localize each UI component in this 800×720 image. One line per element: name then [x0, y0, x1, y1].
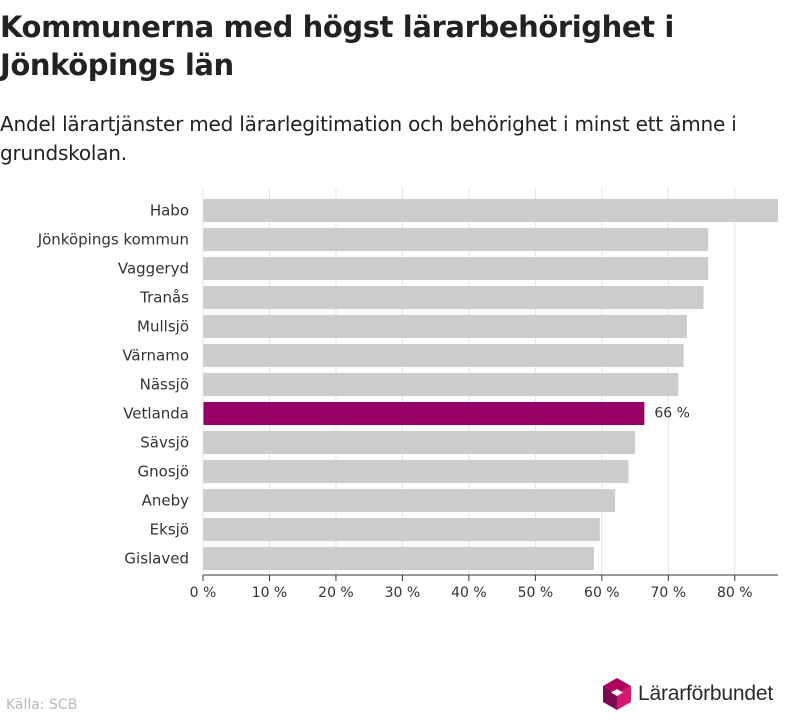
bar-chart: Habo Jönköpings kommun Vaggeryd Tranås Mulls…: [37, 188, 778, 601]
cube-logo-icon: [603, 678, 631, 710]
x-tick-label: 30 %: [385, 585, 421, 601]
bar: [203, 228, 709, 251]
x-tick-label: 40 %: [451, 585, 487, 601]
category-label: Gislaved: [124, 550, 189, 568]
category-label: Vaggeryd: [118, 260, 189, 278]
bar: [203, 286, 704, 309]
x-tick-label: 10 %: [252, 585, 288, 601]
category-label: Nässjö: [140, 376, 189, 394]
category-label: Gnosjö: [138, 463, 189, 481]
x-tick-label: 80 %: [717, 585, 753, 601]
category-label: Värnamo: [122, 347, 189, 365]
bar: [203, 518, 600, 541]
source-note: Källa: SCB: [6, 697, 78, 713]
category-label: Habo: [150, 202, 189, 220]
bar: [203, 489, 616, 512]
logo-text: Lärarförbundet: [638, 682, 773, 705]
category-label: Aneby: [142, 492, 190, 510]
bar: [203, 402, 645, 425]
bar: [203, 431, 636, 454]
x-tick-label: 50 %: [518, 585, 554, 601]
category-label: Vetlanda: [123, 405, 189, 423]
bar: [203, 315, 687, 338]
bar: [203, 373, 679, 396]
category-label: Mullsjö: [137, 318, 189, 336]
brand-logo: Lärarförbundet: [602, 676, 773, 712]
chart-title: Kommunerna med högst lärarbehörighet i J…: [0, 10, 674, 82]
bar: [203, 199, 778, 222]
x-tick-label: 0 %: [190, 585, 217, 601]
x-tick-label: 70 %: [651, 585, 687, 601]
category-label: Tranås: [139, 289, 189, 307]
category-label: Sävsjö: [140, 434, 189, 452]
x-tick-label: 60 %: [584, 585, 620, 601]
bar: [203, 547, 594, 570]
bar: [203, 460, 629, 483]
logo-inner-face: [611, 689, 623, 696]
bar: [203, 257, 709, 280]
data-label: 66 %: [654, 406, 690, 422]
category-label: Jönköpings kommun: [37, 231, 189, 249]
category-label: Eksjö: [150, 521, 189, 539]
chart-subtitle: Andel lärartjänster med lärarlegitimatio…: [0, 112, 737, 165]
x-tick-label: 20 %: [318, 585, 354, 601]
bar: [203, 344, 684, 367]
